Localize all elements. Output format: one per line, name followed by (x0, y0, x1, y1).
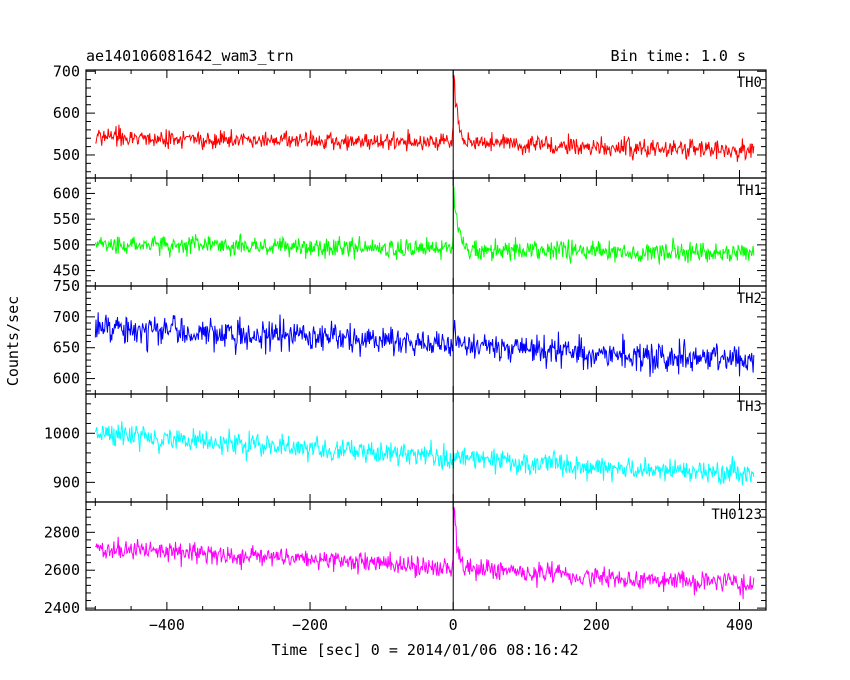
panel-label: TH1 (737, 183, 762, 199)
panel-th1: 450 500 550 600 TH1 (53, 177, 767, 287)
panel-frame (85, 393, 767, 503)
series-line-th0 (95, 74, 755, 163)
panel-label: TH0123 (711, 507, 762, 523)
y-tick-label: 450 (53, 262, 80, 280)
y-tick-label: 2800 (44, 523, 80, 541)
panel-frame (85, 69, 767, 179)
y-tick-label: 500 (53, 236, 80, 254)
y-tick-label: 650 (53, 339, 80, 357)
x-tick-label: 200 (583, 616, 610, 634)
bin-time-label: Bin time: 1.0 s (611, 47, 746, 65)
panels-group: 500 600 700 TH0 450 500 550 600 TH1 600 650 700 750 T… (44, 62, 767, 617)
panel-label: TH3 (737, 399, 762, 415)
y-tick-label: 600 (53, 370, 80, 388)
series-line-th1 (94, 186, 755, 265)
series-line-th3 (94, 421, 755, 486)
y-tick-label: 750 (53, 277, 80, 295)
x-tick-label: −200 (292, 616, 328, 634)
y-tick-label: 2600 (44, 561, 80, 579)
panel-th0: 500 600 700 TH0 (53, 62, 767, 179)
panel-frame (85, 177, 767, 287)
x-axis: −400 −200 0 200 400 (149, 616, 753, 634)
y-axis-label: Counts/sec (4, 296, 22, 386)
panel-th3: 900 1000 TH3 (44, 393, 767, 503)
y-tick-label: 1000 (44, 424, 80, 442)
panel-th0123: 2400 2600 2800 TH0123 (44, 501, 767, 617)
y-tick-label: 600 (53, 104, 80, 122)
y-tick-label: 700 (53, 62, 80, 80)
y-tick-label: 550 (53, 210, 80, 228)
y-tick-label: 500 (53, 146, 80, 164)
series-line-th0123 (95, 507, 755, 600)
series-line-th2 (94, 312, 755, 377)
panel-th2: 600 650 700 750 TH2 (53, 277, 767, 395)
x-tick-label: 0 (449, 616, 458, 634)
x-tick-label: −400 (149, 616, 185, 634)
panel-label: TH2 (737, 291, 762, 307)
y-tick-label: 2400 (44, 599, 80, 617)
x-axis-label: Time [sec] 0 = 2014/01/06 08:16:42 (271, 641, 578, 659)
panel-frame (85, 501, 767, 611)
panel-frame (85, 285, 767, 395)
panel-label: TH0 (737, 75, 762, 91)
chart-title: ae140106081642_wam3_trn (86, 47, 294, 65)
y-tick-label: 700 (53, 308, 80, 326)
x-tick-label: 400 (726, 616, 753, 634)
y-tick-label: 900 (53, 473, 80, 491)
y-tick-label: 600 (53, 184, 80, 202)
